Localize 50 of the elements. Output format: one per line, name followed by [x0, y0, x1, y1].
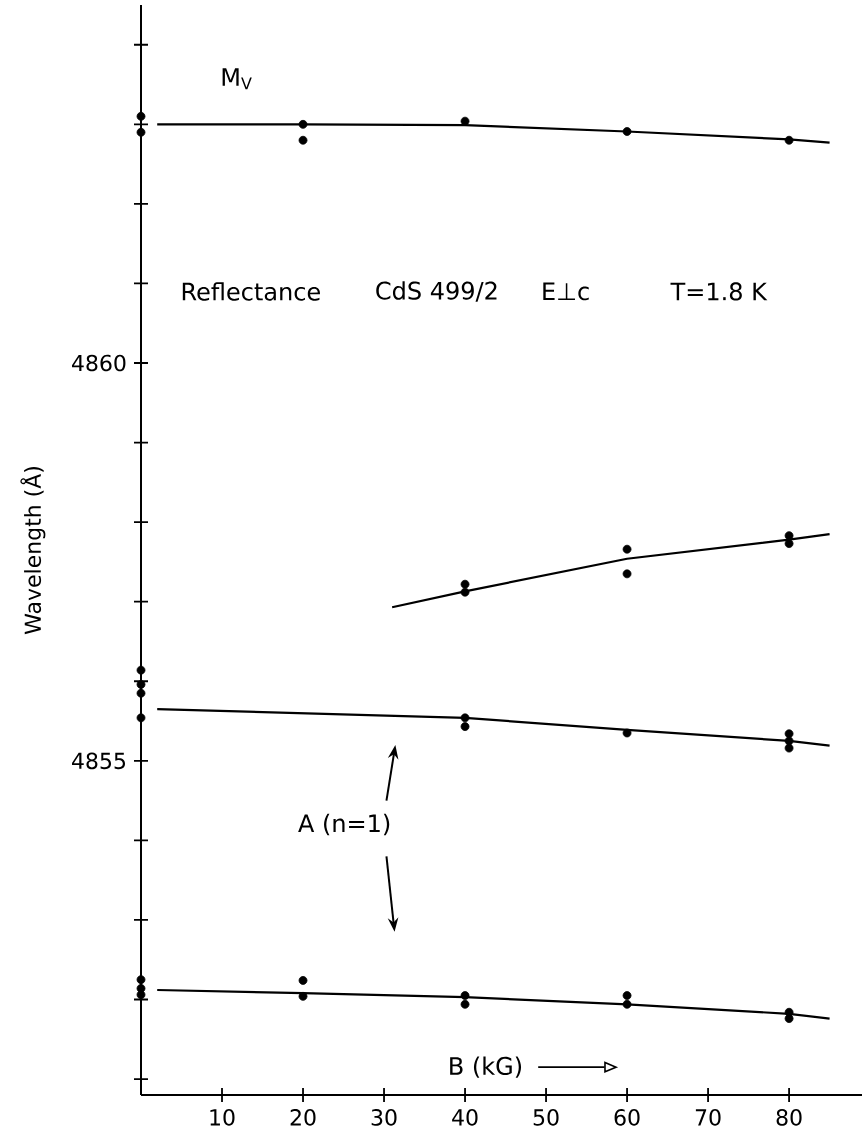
- x-tick-label: 50: [533, 1109, 559, 1126]
- point: [136, 665, 146, 675]
- line-series: [391, 532, 831, 609]
- y-tick-label: 4860: [72, 354, 126, 372]
- x-tick-label: 10: [210, 1109, 235, 1126]
- point: [622, 999, 632, 1009]
- point: [622, 127, 632, 136]
- point: [460, 116, 470, 126]
- annotation: T=1.8 K: [670, 282, 768, 301]
- annotation: CdS 499/2: [376, 281, 497, 302]
- point: [460, 722, 470, 732]
- point: [784, 539, 794, 549]
- point: [298, 119, 308, 129]
- point: [622, 544, 632, 554]
- point: [298, 135, 308, 145]
- point: [784, 736, 794, 746]
- point: [460, 999, 470, 1009]
- x-axis-title: B (kG): [450, 1056, 522, 1078]
- point: [460, 587, 470, 597]
- x-tick-label: 30: [371, 1109, 397, 1126]
- point: [784, 1014, 794, 1024]
- x-tick-label: 60: [614, 1109, 640, 1126]
- x-tick-label: 20: [290, 1109, 316, 1126]
- point: [622, 728, 632, 738]
- annotation: A (n=1): [298, 813, 390, 836]
- point: [460, 579, 470, 589]
- point: [784, 135, 794, 145]
- point: [460, 991, 470, 1000]
- line-series: [156, 708, 831, 747]
- x-tick-label: 40: [452, 1109, 478, 1126]
- y-axis-title: Wavelength (Å): [20, 467, 46, 635]
- point: [298, 991, 308, 1001]
- series-label: M$_{V}$: [222, 68, 252, 90]
- point: [298, 976, 308, 985]
- point: [136, 688, 146, 698]
- point: [136, 713, 146, 723]
- point: [622, 569, 632, 579]
- point: [622, 991, 632, 1000]
- x-tick-label: 70: [695, 1109, 721, 1126]
- point: [136, 111, 146, 121]
- point: [460, 713, 470, 723]
- y-tick-label: 4855: [72, 752, 125, 770]
- annotation: Reflectance: [182, 282, 320, 301]
- point: [136, 680, 146, 689]
- point: [136, 990, 146, 1000]
- point: [136, 127, 146, 137]
- point: [784, 743, 794, 753]
- point: [136, 975, 146, 985]
- x-tick-label: 80: [776, 1109, 802, 1126]
- annotation: E⊥c: [543, 282, 589, 301]
